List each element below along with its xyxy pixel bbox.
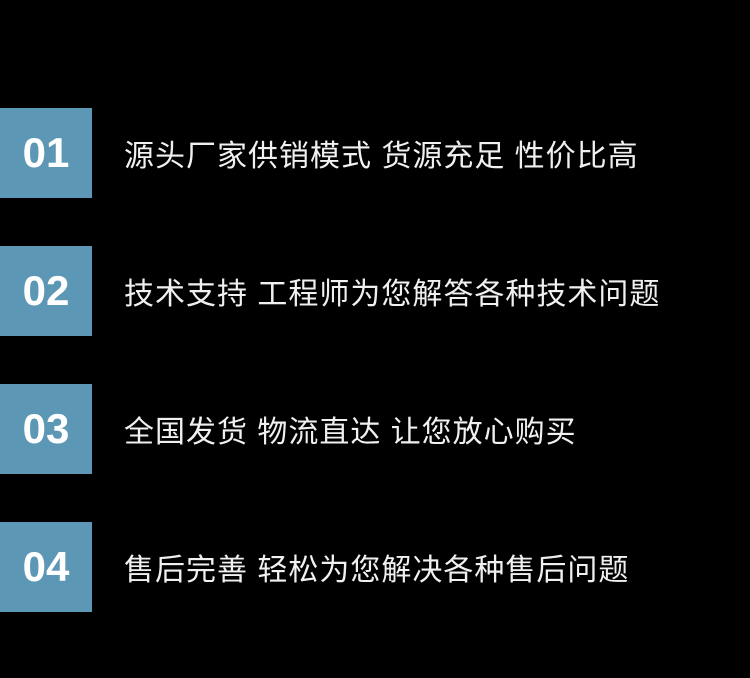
- item-text: 全国发货 物流直达 让您放心购买: [92, 384, 750, 474]
- feature-item-4: 04 售后完善 轻松为您解决各种售后问题: [0, 522, 750, 612]
- feature-item-1: 01 源头厂家供销模式 货源充足 性价比高: [0, 108, 750, 198]
- feature-item-3: 03 全国发货 物流直达 让您放心购买: [0, 384, 750, 474]
- item-number: 04: [0, 522, 92, 612]
- item-text: 源头厂家供销模式 货源充足 性价比高: [92, 108, 750, 198]
- item-number: 02: [0, 246, 92, 336]
- item-number: 01: [0, 108, 92, 198]
- item-text: 技术支持 工程师为您解答各种技术问题: [92, 246, 750, 336]
- item-number: 03: [0, 384, 92, 474]
- item-text: 售后完善 轻松为您解决各种售后问题: [92, 522, 750, 612]
- feature-item-2: 02 技术支持 工程师为您解答各种技术问题: [0, 246, 750, 336]
